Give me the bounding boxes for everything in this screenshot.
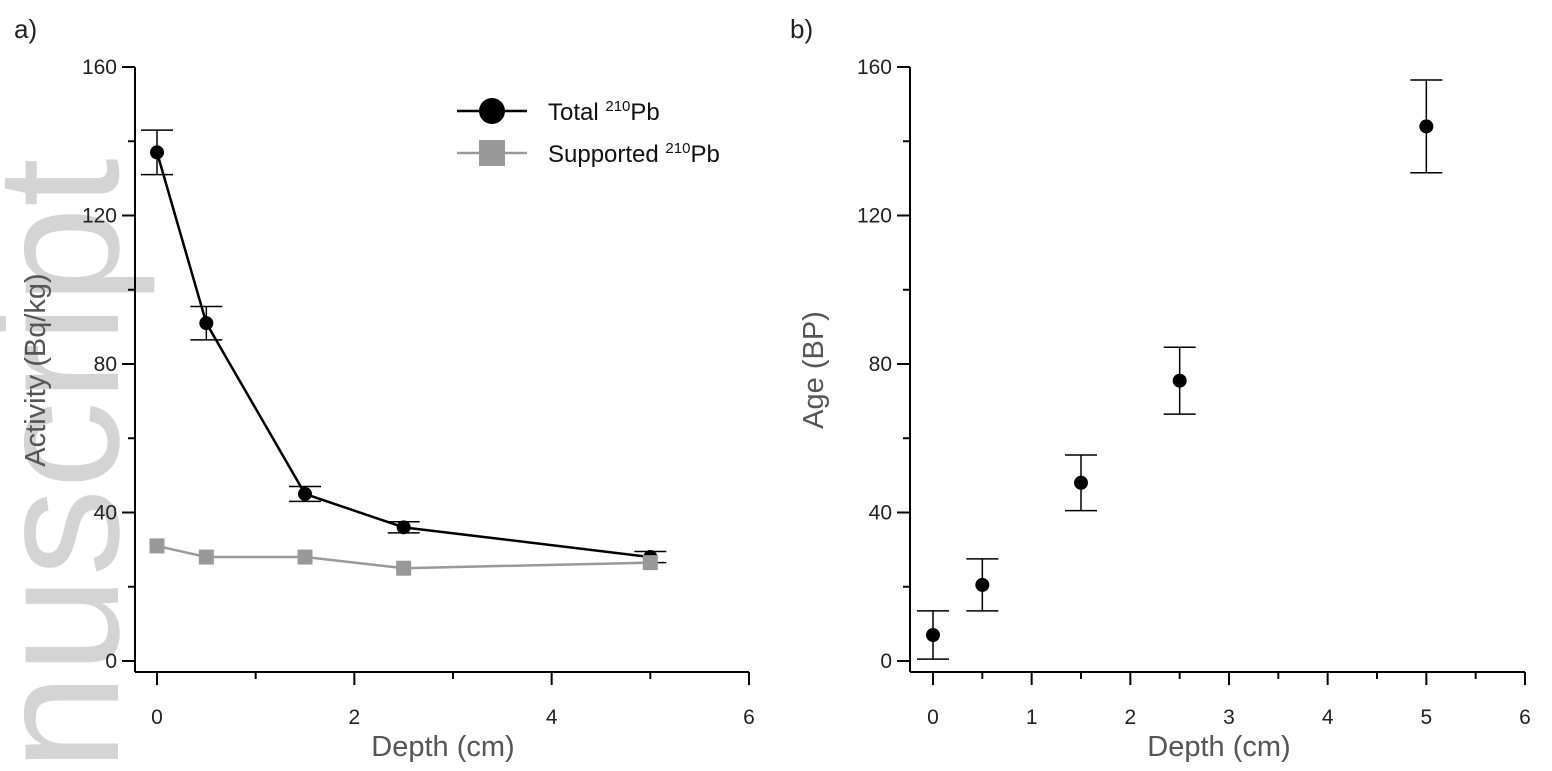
series-0-point <box>926 628 940 643</box>
series-0-point <box>1419 119 1434 134</box>
x-tick-label: 1 <box>1026 706 1038 729</box>
series-0-point <box>150 145 164 160</box>
legend-label-0: Total 210Pb <box>548 98 660 126</box>
y-axis-title: Age (BP) <box>798 311 830 429</box>
panel-b-age-chart: b) 0 40 80 120 160 0 1 2 3 4 5 6 Depth (cm) Age (BP) <box>790 14 1531 763</box>
series-0-point <box>199 316 214 331</box>
y-tick-label: 0 <box>880 650 892 673</box>
watermark-text: nuscript <box>0 158 156 771</box>
x-axis-title: Depth (cm) <box>371 731 514 763</box>
x-axis-title: Depth (cm) <box>1147 731 1290 763</box>
y-tick-label: 40 <box>94 502 117 525</box>
x-tick-label: 2 <box>348 706 360 729</box>
y-tick-label: 80 <box>94 353 117 376</box>
series-1-point <box>396 560 412 576</box>
x-tick-label: 4 <box>546 706 558 729</box>
y-tick-label: 160 <box>82 56 117 79</box>
y-tick-label: 0 <box>105 650 117 673</box>
series-1-point <box>198 549 214 565</box>
y-tick-label: 120 <box>857 205 892 228</box>
series-0-point <box>298 486 312 501</box>
x-tick-label: 2 <box>1124 706 1136 729</box>
x-tick-label: 6 <box>1519 706 1531 729</box>
series-0-point <box>975 577 990 592</box>
x-tick-label: 3 <box>1223 706 1235 729</box>
y-tick-label: 40 <box>869 502 892 525</box>
panel-label: a) <box>14 14 37 44</box>
legend-label-1: Supported 210Pb <box>548 140 720 168</box>
series-0-point <box>1172 373 1187 388</box>
x-tick-label: 5 <box>1420 706 1432 729</box>
y-tick-label: 120 <box>82 205 117 228</box>
series-1-point <box>297 549 313 565</box>
y-axis-title: Activity (Bq/kg) <box>20 273 52 466</box>
y-tick-label: 80 <box>869 353 892 376</box>
y-tick-label: 160 <box>857 56 892 79</box>
series-0-point <box>396 520 411 535</box>
x-tick-label: 6 <box>743 706 755 729</box>
x-tick-label: 0 <box>927 706 939 729</box>
legend-marker-1 <box>479 140 505 166</box>
legend-marker-0 <box>479 98 505 124</box>
x-tick-label: 0 <box>151 706 163 729</box>
series-1-point <box>642 555 658 571</box>
panel-label: b) <box>790 14 813 44</box>
series-0-point <box>1074 475 1088 490</box>
series-1-point <box>149 538 165 554</box>
panel-a-activity-chart: a) 0 40 80 120 160 0 2 4 6 Depth (cm) Activity (Bq/… <box>14 14 755 763</box>
x-tick-label: 4 <box>1322 706 1334 729</box>
series-0-line <box>155 152 651 559</box>
